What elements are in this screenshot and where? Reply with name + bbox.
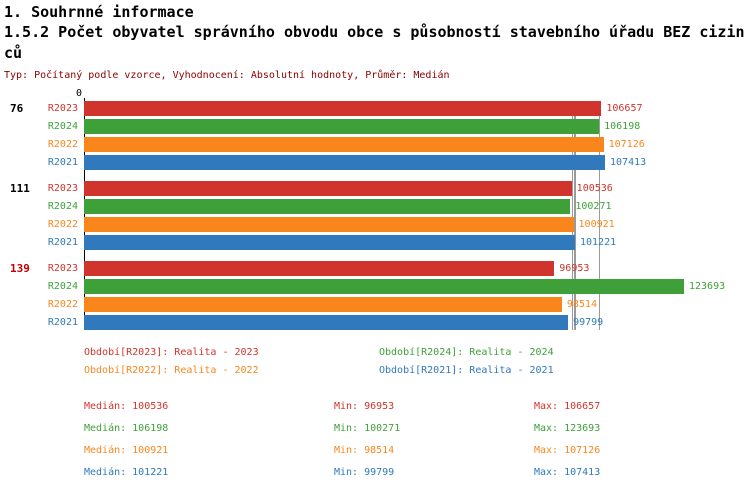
stat-min: Min: 99799 [334,467,395,478]
bar-value-label: 123693 [689,281,726,292]
bar-value-label: 96953 [559,263,590,274]
stat-max: Max: 106657 [534,401,601,412]
stat-min: Min: 98514 [334,445,395,456]
stat-max: Max: 123693 [534,423,601,434]
bar [84,101,602,116]
bar-row: R2022 107126 [4,137,746,152]
series-label: R2021 [47,317,78,328]
series-label: R2023 [47,183,78,194]
series-label: R2023 [47,103,78,114]
bar-row: R2024 123693 [4,279,746,294]
bar-value-label: 107413 [610,157,647,168]
bar-value-label: 106198 [604,121,641,132]
bar [84,235,575,250]
bar-row: R2023 96953 [4,261,746,276]
stat-median: Medián: 106198 [84,423,169,434]
series-label: R2021 [47,157,78,168]
stat-max: Max: 107413 [534,467,601,478]
stat-median: Medián: 101221 [84,467,169,478]
series-label: R2022 [47,219,78,230]
stat-median: Medián: 100536 [84,401,169,412]
bar-row: R2023 106657 [4,101,746,116]
median-line [573,101,575,330]
series-label: R2024 [47,121,78,132]
bar-group: 76 R2023 106657 R2024 106198 R2022 107126 R2021… [4,101,746,170]
page-title: 1. Souhrnné informace [4,3,194,21]
bar [84,199,571,214]
bar-row: R2021 101221 [4,235,746,250]
series-label: R2021 [47,237,78,248]
plot-area: 76 R2023 106657 R2024 106198 R2022 107126 R2021… [4,98,746,330]
bar [84,137,604,152]
bar [84,155,606,170]
bar-chart: 0 76 R2023 106657 R2024 106198 R2022 107126 R20… [4,88,746,330]
stat-max: Max: 107126 [534,445,601,456]
bar-row: R2024 100271 [4,199,746,214]
indicator-title: 1.5.2 Počet obyvatel správního obvodu ob… [4,23,745,62]
bar-row: R2024 106198 [4,119,746,134]
bar-value-label: 100921 [578,219,615,230]
bar-row: R2021 99799 [4,315,746,330]
bar [84,297,562,312]
axis-zero-label: 0 [75,88,82,99]
bar-row: R2023 100536 [4,181,746,196]
bar-group: 111 R2023 100536 R2024 100271 R2022 100921 R202… [4,181,746,250]
group-label: 111 [10,182,30,195]
bar-value-label: 107126 [608,139,645,150]
bar-value-label: 98514 [566,299,597,310]
bar [84,217,574,232]
legend-item: Období[R2023]: Realita - 2023 [84,347,259,358]
series-label: R2023 [47,263,78,274]
series-label: R2022 [47,299,78,310]
bar [84,279,684,294]
bar-row: R2022 100921 [4,217,746,232]
bar-row: R2021 107413 [4,155,746,170]
legend-item: Období[R2024]: Realita - 2024 [379,347,554,358]
legend-item: Období[R2022]: Realita - 2022 [84,365,259,376]
median-line [599,101,601,330]
bar-value-label: 101221 [579,237,617,248]
bar [84,119,600,134]
stat-min: Min: 96953 [334,401,395,412]
value-axis-line [84,98,85,330]
stats-table: Medián: 100536 Min: 96953 Max: 106657 Mediá… [84,401,746,479]
bar [84,315,569,330]
bar [84,261,555,276]
bar [84,181,572,196]
bar-value-label: 100271 [575,201,612,212]
stat-min: Min: 100271 [334,423,401,434]
chart-legend: Období[R2023]: Realita - 2023 Období[R202… [84,347,746,377]
group-label: 139 [10,262,30,275]
median-line [574,101,576,330]
series-label: R2024 [47,201,78,212]
stat-median: Medián: 100921 [84,445,169,456]
bar-groups: 76 R2023 106657 R2024 106198 R2022 107126 R2021… [4,101,746,330]
group-label: 76 [10,102,24,115]
bar-value-label: 106657 [606,103,643,114]
legend-item: Období[R2021]: Realita - 2021 [379,365,554,376]
bar-value-label: 99799 [573,317,604,328]
median-line [571,101,573,330]
bar-value-label: 100536 [576,183,613,194]
series-label: R2024 [47,281,78,292]
indicator-meta: Typ: Počítaný podle vzorce, Vyhodnocení:… [4,70,450,81]
series-label: R2022 [47,139,78,150]
bar-row: R2022 98514 [4,297,746,312]
bar-group: 139 R2023 96953 R2024 123693 R2022 98514 R2021 9… [4,261,746,330]
